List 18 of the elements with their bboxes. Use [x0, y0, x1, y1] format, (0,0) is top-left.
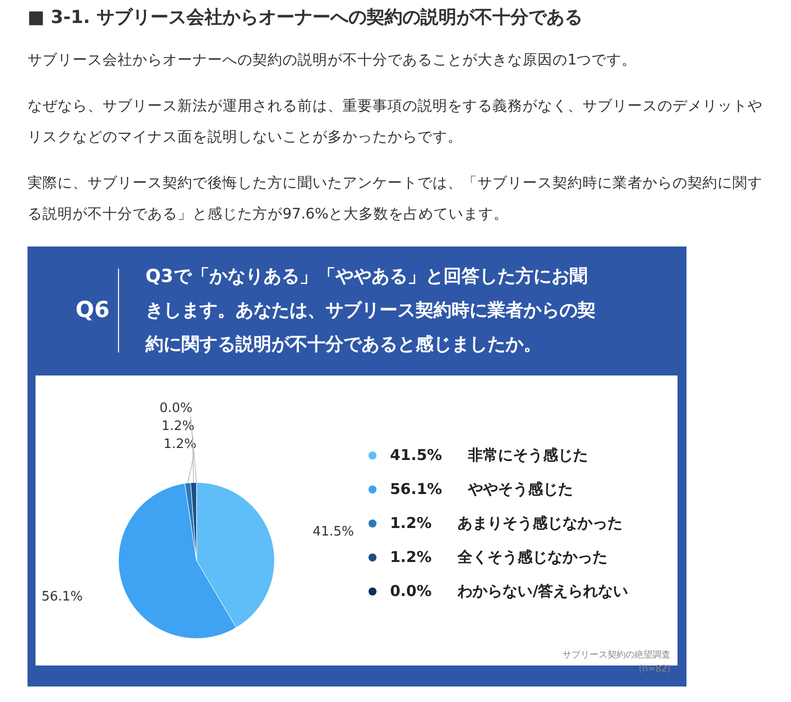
text: 実際に、サブリース契約で後悔した方に聞いたアンケートでは、「サブリース契約時に業者からの契約に関する説明が不十分である」と感じた方が97.6%と大多数を占めています。 [28, 174, 762, 222]
legend-label: 1.2% あまりそう感じなかった [390, 513, 623, 533]
data-label: 56.1% [41, 589, 83, 604]
chart-title: ■ 3-1. サブリース会社からオーナーへの契約の説明が不十分である [28, 7, 582, 28]
data-label: 1.2% [161, 419, 195, 434]
text: なぜなら、サブリース新法が運用される前は、重要事項の説明をする義務がなく、サブリースのデメリットやリスクなどのマイナス面を説明しないことが多かったからです。 [28, 98, 762, 146]
text: (n=82) [638, 664, 671, 674]
text: 0.0% [159, 401, 193, 416]
legend-label: 41.5% 非常にそう感じた [390, 445, 588, 465]
text: サブリース契約の絶望調査 [562, 650, 670, 660]
data-label: 41.5% [312, 524, 354, 540]
text: Q3で「かなりある」「ややある」と回答した方にお聞きします。あなたは、サブリース契約時に業者からの契約に関する説明が不十分であると感じましたか。 [144, 266, 596, 355]
data-label: 1.2% [163, 437, 197, 452]
text: サブリース会社からオーナーへの契約の説明が不十分であることが大きな原因の1つです。 [28, 52, 637, 68]
legend-label: 0.0% わからない/答えられない [390, 581, 628, 601]
legend-label: 56.1% ややそう感じた [390, 479, 574, 499]
text: Q6 [76, 298, 110, 323]
legend-label: 1.2% 全くそう感じなかった [390, 547, 608, 567]
